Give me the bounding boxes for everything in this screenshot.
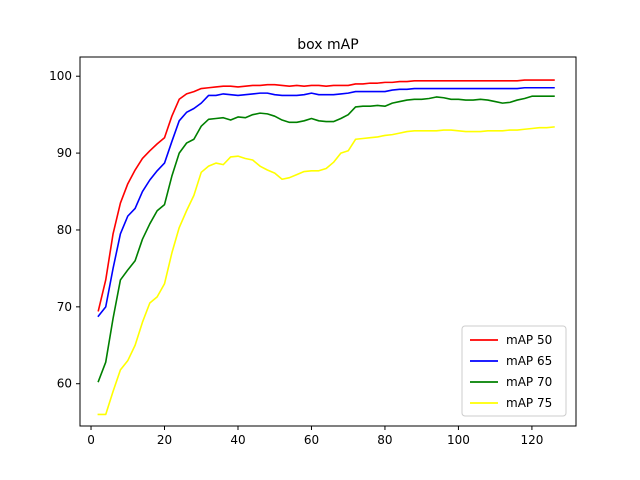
y-tick-label: 60 [57,377,72,391]
legend-label-2: mAP 65 [506,354,552,368]
y-tick-label: 100 [49,69,72,83]
plot-frame [79,56,577,427]
x-tick-label: 60 [304,433,319,447]
x-tick-label: 100 [447,433,470,447]
x-tick-label: 120 [520,433,543,447]
series-line-3 [97,95,555,383]
legend-label-3: mAP 70 [506,375,552,389]
legend-label-1: mAP 50 [506,333,552,347]
y-tick-label: 70 [57,300,72,314]
series-line-2 [97,86,555,318]
plot-lines [97,79,555,416]
legend-box [461,325,567,417]
x-tick-label: 0 [87,433,95,447]
x-tick-label: 40 [230,433,245,447]
y-tick-label: 90 [57,146,72,160]
chart-title: box mAP [297,37,358,53]
series-line-1 [97,79,555,312]
x-axis: 0 20 40 60 80 100 120 [87,426,543,447]
y-axis: 60 70 80 90 100 [49,69,80,391]
x-tick-label: 80 [377,433,392,447]
y-tick-label: 80 [57,223,72,237]
series-line-4 [97,126,555,416]
x-tick-label: 20 [157,433,172,447]
legend-label-4: mAP 75 [506,396,552,410]
legend: mAP 50 mAP 65 mAP 70 mAP 75 [461,325,567,417]
